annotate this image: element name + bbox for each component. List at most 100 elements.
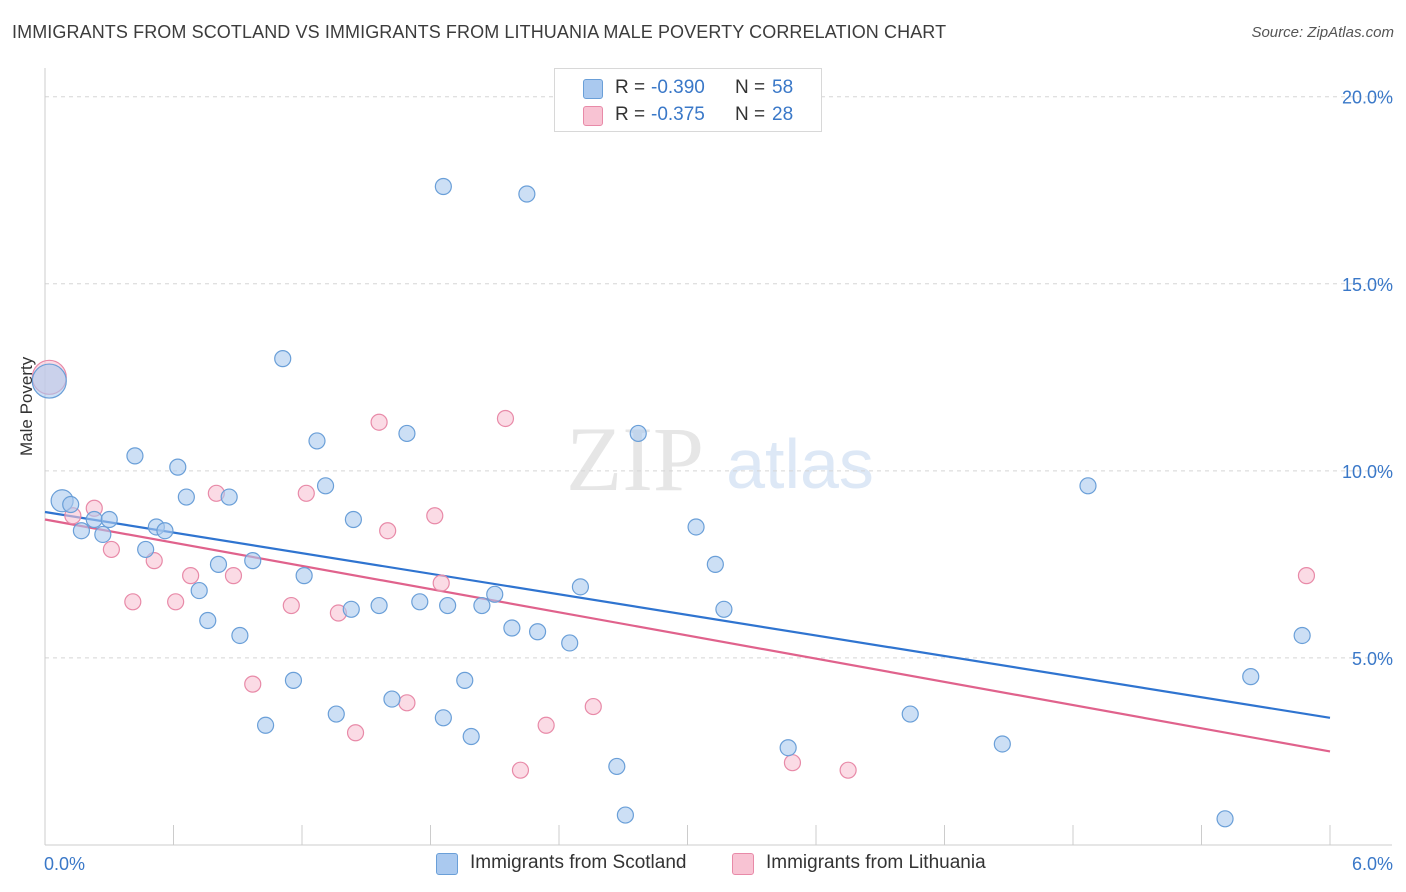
y-tick-label: 5.0% — [1352, 649, 1393, 669]
point-lithuania — [244, 675, 262, 693]
point-lithuania — [297, 484, 315, 502]
point-scotland — [274, 350, 292, 368]
trend-line-scotland — [44, 510, 1331, 719]
point-scotland — [993, 735, 1011, 753]
point-lithuania — [102, 540, 120, 559]
point-scotland — [1079, 477, 1097, 495]
point-scotland — [901, 705, 919, 723]
point-scotland — [295, 567, 313, 585]
point-scotland — [284, 671, 303, 689]
legend-n-value: 58 — [772, 77, 794, 98]
point-scotland — [72, 522, 91, 540]
point-scotland — [169, 458, 187, 476]
point-scotland — [316, 477, 335, 495]
point-scotland — [528, 623, 547, 641]
point-scotland — [156, 522, 174, 540]
point-lithuania — [167, 593, 185, 611]
point-scotland — [518, 185, 536, 203]
point-scotland — [209, 555, 228, 573]
point-scotland — [715, 600, 733, 618]
point-scotland — [244, 552, 262, 570]
point-scotland — [126, 447, 144, 465]
point-scotland — [439, 596, 457, 615]
point-lithuania — [379, 522, 397, 540]
point-lithuania — [398, 694, 416, 712]
watermark-atlas: atlas — [726, 425, 874, 503]
tick-labels: 5.0% 10.0% 15.0% 20.0% 0.0% 6.0% — [44, 88, 1393, 874]
point-scotland — [616, 806, 634, 824]
point-scotland — [687, 518, 705, 536]
point-scotland — [434, 709, 452, 727]
point-lithuania — [839, 761, 857, 779]
point-lithuania — [346, 724, 365, 742]
point-scotland — [256, 716, 275, 734]
point-scotland — [100, 510, 118, 529]
legend-r-value: -0.375 — [651, 104, 705, 125]
point-scotland — [456, 671, 474, 689]
legend-r-label: R = — [615, 77, 646, 98]
point-scotland — [503, 619, 521, 637]
point-scotland — [706, 555, 724, 573]
legend-n-value: 28 — [772, 104, 794, 125]
point-scotland — [779, 739, 797, 757]
point-scotland — [1242, 668, 1260, 686]
point-scotland — [85, 510, 103, 529]
legend-r-label: R = — [615, 104, 646, 125]
point-scotland — [473, 596, 491, 615]
gridlines — [45, 96, 1392, 659]
point-scotland — [608, 757, 626, 776]
point-scotland — [62, 495, 80, 514]
point-scotland — [561, 634, 579, 652]
bottom-legend-swatch-scotland — [436, 853, 458, 875]
point-lithuania — [1297, 567, 1316, 585]
point-scotland — [398, 424, 416, 443]
point-scotland — [220, 488, 238, 506]
watermark-zip: ZIP — [566, 408, 704, 510]
point-scotland — [327, 705, 345, 723]
point-lithuania — [537, 716, 555, 734]
point-lithuania — [432, 574, 450, 592]
point-lithuania — [511, 761, 530, 779]
point-lithuania — [182, 567, 200, 585]
point-scotland — [1216, 810, 1234, 828]
legend-n-label: N = — [735, 104, 766, 125]
point-scotland — [1293, 626, 1311, 645]
chart-title: IMMIGRANTS FROM SCOTLAND VS IMMIGRANTS F… — [12, 22, 947, 42]
point-scotland — [571, 578, 590, 596]
point-scotland — [344, 510, 362, 529]
legend-n-label: N = — [735, 77, 766, 98]
point-lithuania — [124, 593, 142, 611]
y-tick-label: 20.0% — [1342, 88, 1393, 108]
correlation-legend: R = -0.390 N = 58 R = -0.375 N = 28 — [554, 68, 822, 132]
point-scotland — [190, 581, 208, 600]
point-scotland — [199, 611, 217, 630]
point-scotland — [370, 596, 388, 615]
point-scotland — [434, 177, 452, 196]
legend-r-value: -0.390 — [651, 77, 705, 98]
x-tick-label: 0.0% — [44, 854, 85, 874]
bottom-legend-label: Immigrants from Scotland — [470, 852, 687, 873]
point-scotland — [94, 525, 112, 544]
point-lithuania — [496, 409, 515, 428]
bottom-legend-swatch-lithuania — [732, 853, 754, 875]
point-scotland — [31, 363, 67, 399]
point-scotland — [629, 424, 647, 443]
point-lithuania — [224, 567, 243, 585]
y-tick-label: 15.0% — [1342, 275, 1393, 295]
y-tick-label: 10.0% — [1342, 462, 1393, 482]
legend-swatch-lithuania — [583, 106, 603, 126]
point-lithuania — [426, 507, 444, 525]
point-scotland — [342, 600, 360, 618]
point-scotland — [383, 690, 401, 708]
point-scotland — [462, 727, 480, 746]
point-scotland — [137, 540, 155, 559]
x-tick-label: 6.0% — [1352, 854, 1393, 874]
y-axis-label: Male Poverty — [17, 356, 36, 456]
point-scotland — [308, 432, 326, 450]
point-scotland — [177, 488, 195, 506]
axes — [44, 68, 1392, 846]
point-lithuania — [370, 413, 388, 431]
point-scotland — [486, 585, 504, 603]
point-scotland — [231, 626, 249, 645]
